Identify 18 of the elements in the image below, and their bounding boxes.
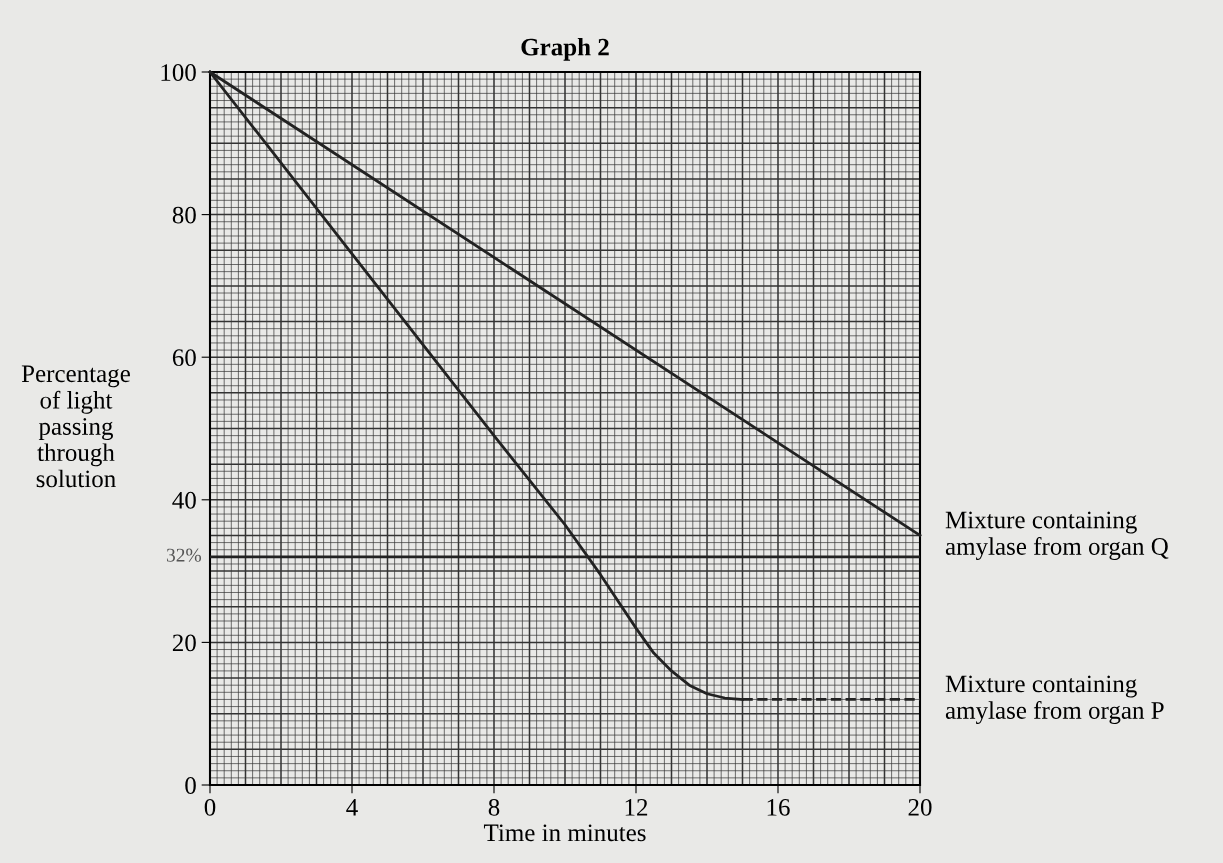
y-tick-label: 0 <box>185 777 196 794</box>
x-tick-label: 0 <box>204 798 216 816</box>
y-tick-label: 80 <box>172 206 196 224</box>
x-axis-title: Time in minutes <box>483 824 646 842</box>
y-tick-label: 60 <box>172 349 196 367</box>
x-tick-label: 8 <box>488 798 500 816</box>
y-axis-title: Percentage of light passing through solution <box>21 365 130 488</box>
x-tick-label: 20 <box>908 798 932 816</box>
chart-title: Graph 2 <box>521 37 609 61</box>
ref-line-label: 32% <box>166 548 201 562</box>
x-tick-label: 4 <box>346 799 358 816</box>
x-tick-label: 16 <box>767 798 790 816</box>
y-tick-label: 20 <box>172 634 196 652</box>
y-tick-label: 40 <box>172 491 196 509</box>
series-label: Mixture containing amylase from organ P <box>945 675 1164 725</box>
y-tick-label: 100 <box>161 64 196 81</box>
series-label: Mixture containing amylase from organ Q <box>945 511 1169 561</box>
x-tick-label: 12 <box>625 798 648 816</box>
